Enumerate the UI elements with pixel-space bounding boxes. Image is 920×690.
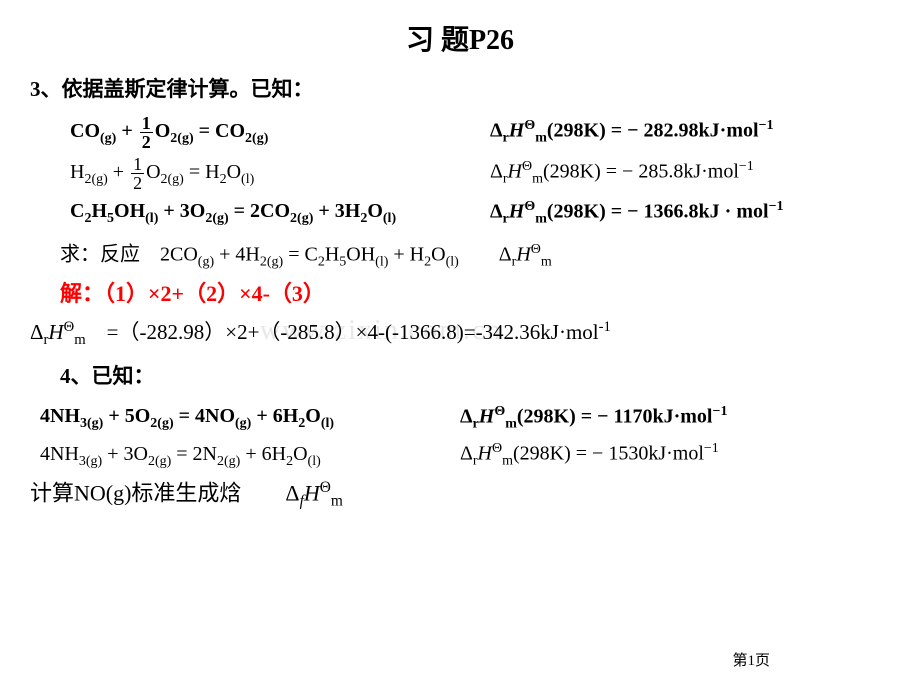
q4-ask: 计算NO(g)标准生成焓 ΔfHΘm <box>30 476 890 513</box>
q3-eq1-lhs: CO(g) + 12O2(g) = CO2(g) <box>70 114 490 151</box>
q3-eq2: H2(g) + 12O2(g) = H2O(l) ΔrHΘm(298K) = −… <box>70 155 890 192</box>
q3-eq3-rhs: ΔrHΘm(298K) = − 1366.8kJ · mol−1 <box>490 196 890 230</box>
page-number: 第1页 <box>732 650 770 673</box>
q3-solution-label: 解：（1）×2+（2）×4-（3） <box>60 277 890 310</box>
q3-eq1: CO(g) + 12O2(g) = CO2(g) ΔrHΘm(298K) = −… <box>70 114 890 151</box>
q3-solution-value: ΔrHΘm =（-282.98）×2+（-285.8）×4-(-1366.8)=… <box>30 316 890 351</box>
q4-header: 4、已知： <box>60 361 890 393</box>
q3-eq3: C2H5OH(l) + 3O2(g) = 2CO2(g) + 3H2O(l) Δ… <box>70 196 890 230</box>
q4-eq1: 4NH3(g) + 5O2(g) = 4NO(g) + 6H2O(l) ΔrHΘ… <box>40 401 890 435</box>
q3-eq1-rhs: ΔrHΘm(298K) = − 282.98kJ·mol−1 <box>490 115 890 149</box>
q4-eq1-lhs: 4NH3(g) + 5O2(g) = 4NO(g) + 6H2O(l) <box>40 401 460 434</box>
page-title: 习 题P26 <box>30 20 890 62</box>
q4-eq2: 4NH3(g) + 3O2(g) = 2N2(g) + 6H2O(l) ΔrHΘ… <box>40 438 890 472</box>
q4-eq2-lhs: 4NH3(g) + 3O2(g) = 2N2(g) + 6H2O(l) <box>40 439 460 472</box>
q3-eq2-rhs: ΔrHΘm(298K) = − 285.8kJ·mol−1 <box>490 156 890 190</box>
q4-eq2-rhs: ΔrHΘm(298K) = − 1530kJ·mol−1 <box>460 438 890 472</box>
q3-ask: 求：反应 2CO(g) + 4H2(g) = C2H5OH(l) + H2O(l… <box>60 239 890 273</box>
q3-eq3-lhs: C2H5OH(l) + 3O2(g) = 2CO2(g) + 3H2O(l) <box>70 196 490 229</box>
q4-eq1-rhs: ΔrHΘm(298K) = − 1170kJ·mol−1 <box>460 401 890 435</box>
q3-header: 3、依据盖斯定律计算。已知： <box>30 74 890 106</box>
q3-eq2-lhs: H2(g) + 12O2(g) = H2O(l) <box>70 155 490 192</box>
